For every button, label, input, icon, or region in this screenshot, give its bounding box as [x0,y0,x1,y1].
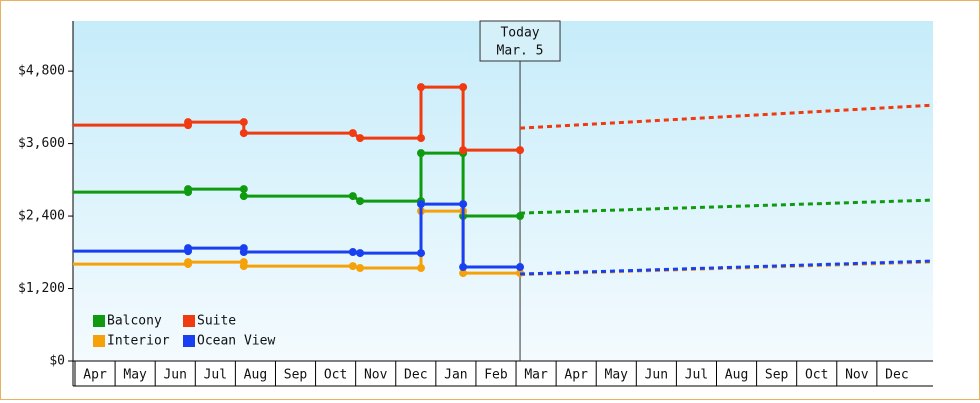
plot-area [73,21,933,361]
x-tick-label: Nov [364,368,388,383]
x-tick-label: Oct [324,368,347,383]
price-point [356,264,365,273]
legend-swatch [93,335,105,347]
x-tick-label: Sep [765,368,789,383]
price-point [348,129,357,138]
x-tick-label: Jun [645,368,668,383]
price-point [459,269,468,278]
legend-swatch [183,315,195,327]
forecast-line [519,259,934,276]
today-box [479,20,561,62]
y-tick-label: $2,400 [18,209,65,224]
price-point [516,212,525,221]
price-point [417,149,426,158]
legend-label: Ocean View [197,334,275,349]
x-tick-label: Aug [244,368,267,383]
price-point [417,134,426,143]
legend-label: Interior [107,334,170,349]
price-point [184,185,193,194]
price-point [348,248,357,257]
today-label: Today [500,26,539,41]
legend-label: Balcony [107,314,162,329]
x-axis-band [73,361,933,386]
x-tick-label: Nov [845,368,869,383]
price-point [239,262,248,271]
y-tick-label: $0 [49,354,65,369]
x-tick-label: May [605,368,629,383]
price-point [516,146,525,155]
x-tick-label: Dec [404,368,427,383]
price-point [239,192,248,201]
x-tick-label: Mar [524,368,548,383]
legend-swatch [93,315,105,327]
x-tick-label: Jul [204,368,227,383]
price-point [417,249,426,258]
price-point [459,146,468,155]
price-point [459,200,468,209]
x-tick-label: Dec [885,368,908,383]
price-point [239,118,248,127]
x-tick-label: Aug [725,368,748,383]
x-tick-label: Jan [444,368,467,383]
forecast-line [519,103,934,130]
price-point [184,244,193,253]
price-point [356,197,365,206]
y-tick-label: $3,600 [18,136,65,151]
x-tick-label: Apr [564,368,588,383]
price-point [459,83,468,92]
x-tick-label: Apr [83,368,107,383]
price-point [239,248,248,257]
today-date: Mar. 5 [497,44,544,59]
x-tick-label: Jul [685,368,708,383]
x-tick-label: May [123,368,147,383]
legend-label: Suite [197,314,236,329]
x-tick-label: Jun [163,368,186,383]
price-point [417,83,426,92]
price-point [348,262,357,271]
forecast-line [519,198,934,215]
price-point [516,263,525,272]
y-tick-label: $4,800 [18,64,65,79]
x-tick-label: Sep [284,368,308,383]
price-point [417,264,426,273]
price-point [356,249,365,258]
price-point [459,263,468,272]
price-point [348,192,357,201]
x-tick-label: Oct [805,368,828,383]
price-point [417,200,426,209]
price-point [239,185,248,194]
price-point [239,129,248,138]
y-tick-label: $1,200 [18,281,65,296]
price-point [184,258,193,267]
price-point [356,134,365,143]
x-tick-label: Feb [484,368,508,383]
price-point [184,118,193,127]
legend-swatch [183,335,195,347]
